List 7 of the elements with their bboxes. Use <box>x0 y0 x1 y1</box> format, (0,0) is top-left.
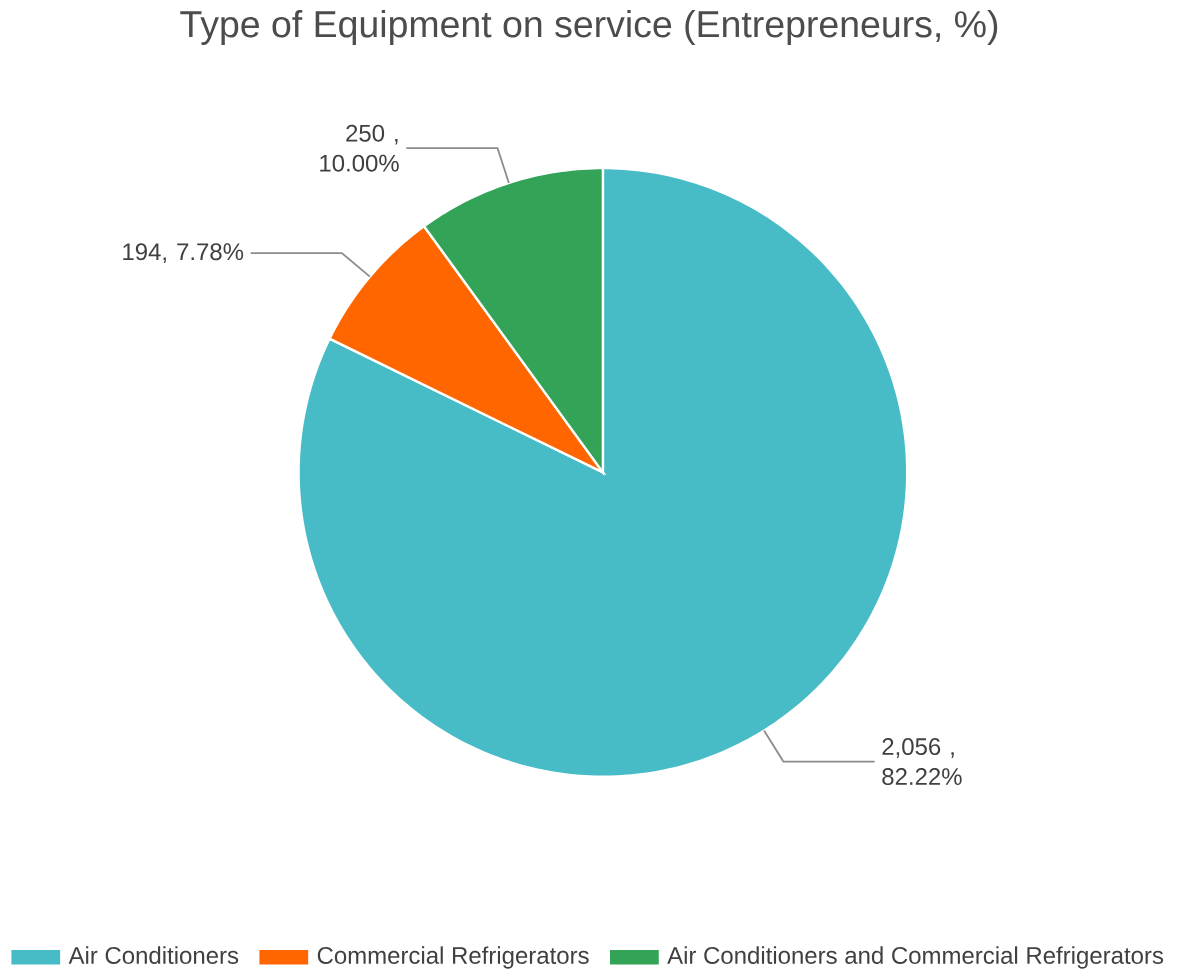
data-label: 250 , 10.00% <box>320 124 399 172</box>
data-label: 194, 7.78% <box>123 243 244 263</box>
legend-label: Air Conditioners and Commercial Refrigerators <box>667 946 1164 969</box>
legend-label: Air Conditioners <box>68 946 239 964</box>
data-label: 2,056 , 82.22% <box>882 738 962 785</box>
chart-title: Type of Equipment on service (Entrepreneurs, %) <box>180 9 998 45</box>
legend-label: Commercial Refrigerators <box>317 946 589 969</box>
